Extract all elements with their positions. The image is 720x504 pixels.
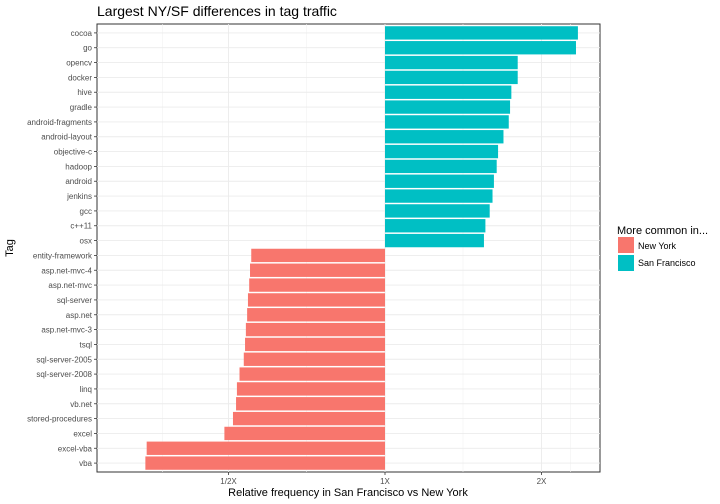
bar-excel [224,426,385,441]
y-tick-label: stored-procedures [27,415,92,424]
y-tick-label: jenkins [66,192,92,201]
legend-swatch-san-francisco [618,255,634,271]
y-tick-label: sql-server-2008 [36,370,92,379]
bars [145,26,578,470]
y-axis-ticks: cocoa go opencv docker hive gradle android-fra… [27,29,97,468]
y-tick-label: vb.net [70,400,93,409]
y-tick-label: asp.net-mvc-4 [41,266,92,275]
bar-opencv [385,55,518,70]
bar-hadoop [385,159,497,174]
y-tick-label: excel [73,429,92,438]
bar-osx [385,233,484,248]
bar-excel-vba [146,441,385,455]
bar-asp-net-mvc [249,278,385,292]
bar-android-layout [385,130,504,144]
y-tick-label: asp.net [66,311,93,320]
bar-android-fragments [385,115,509,129]
legend-swatch-new-york [618,237,634,253]
bar-android [385,174,494,188]
x-tick-label: 2X [537,477,547,486]
y-tick-label: go [83,44,92,53]
y-tick-label: vba [79,459,92,468]
y-tick-label: opencv [66,59,92,68]
bar-tsql [245,337,385,352]
bar-gradle [385,100,511,114]
bar-sql-server-2005 [243,352,385,366]
bar-objective-c [385,144,499,159]
y-tick-label: objective-c [54,148,92,157]
legend: More common in... New York San Francisco [617,225,708,271]
y-tick-label: c++11 [70,222,92,231]
x-axis-ticks: 1/2X 1X 2X [220,472,547,486]
y-tick-label: hive [77,88,92,97]
y-tick-label: linq [80,385,92,394]
x-tick-label: 1X [380,477,390,486]
chart-title: Largest NY/SF differences in tag traffic [97,3,337,19]
y-axis-title: Tag [4,239,16,257]
y-tick-label: sql-server-2005 [36,355,92,364]
bar-sql-server [247,293,385,307]
y-tick-label: cocoa [71,29,93,38]
legend-title: More common in... [617,225,708,237]
y-tick-label: gcc [80,207,92,216]
bar-hive [385,85,512,99]
y-tick-label: osx [80,237,92,246]
bar-sql-server-2008 [239,367,385,381]
y-tick-label: gradle [70,103,93,112]
bar-entity-framework [251,248,385,263]
bar-go [385,41,576,55]
legend-label-new-york: New York [638,241,677,251]
x-tick-label: 1/2X [220,477,237,486]
y-tick-label: tsql [80,340,93,349]
y-tick-label: hadoop [65,162,92,171]
y-tick-label: android-layout [41,133,92,142]
legend-label-san-francisco: San Francisco [638,258,696,268]
y-tick-label: android [65,177,92,186]
y-tick-label: entity-framework [33,251,93,260]
bar-cocoa [385,26,578,40]
y-tick-label: sql-server [57,296,92,305]
x-axis-title: Relative frequency in San Francisco vs N… [228,487,468,499]
bar-docker [385,70,518,85]
bar-c-11 [385,219,486,233]
bar-asp-net-mvc-3 [245,322,385,337]
bar-asp-net [247,308,385,322]
y-tick-label: excel-vba [58,444,93,453]
bar-stored-procedures [232,411,385,426]
y-tick-label: android-fragments [27,118,92,127]
bar-linq [236,382,385,396]
bar-jenkins [385,189,493,203]
bar-gcc [385,204,490,218]
bar-asp-net-mvc-4 [250,263,385,277]
bar-vb-net [236,397,385,411]
bar-vba [145,456,385,470]
y-tick-label: docker [68,73,92,82]
y-tick-label: asp.net-mvc-3 [41,326,92,335]
y-tick-label: asp.net-mvc [48,281,92,290]
